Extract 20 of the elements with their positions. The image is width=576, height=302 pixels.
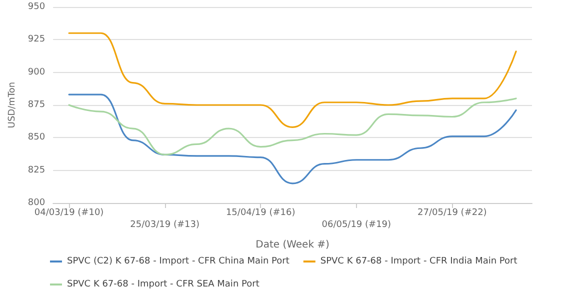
x-tick-label: 06/05/19 (#19) [322, 220, 392, 230]
x-tick-label: 27/05/19 (#22) [418, 208, 487, 218]
x-tick-label: 15/04/19 (#16) [226, 208, 296, 218]
y-axis-title: USD/mTon [8, 82, 18, 128]
y-tick-label: 800 [28, 198, 46, 208]
line-series [68, 98, 517, 156]
y-tick-label: 900 [28, 67, 46, 78]
legend-label: SPVC (C2) K 67-68 - Import - CFR China Main Port [67, 256, 290, 266]
line-series [68, 94, 517, 184]
x-tick-label: 04/03/19 (#10) [34, 208, 104, 218]
y-tick-label: 850 [28, 132, 46, 143]
y-tick-label: 825 [28, 165, 46, 176]
legend-label: SPVC K 67-68 - Import - CFR India Main Port [320, 256, 518, 266]
x-tick-label: 25/03/19 (#13) [130, 220, 200, 230]
y-tick-label: 875 [28, 100, 46, 110]
line-series [68, 32, 517, 128]
y-tick-label: 925 [28, 34, 46, 45]
x-axis-title: Date (Week #) [256, 240, 330, 250]
y-tick-label: 950 [28, 2, 46, 12]
legend-label: SPVC K 67-68 - Import - CFR SEA Main Port [67, 280, 260, 290]
